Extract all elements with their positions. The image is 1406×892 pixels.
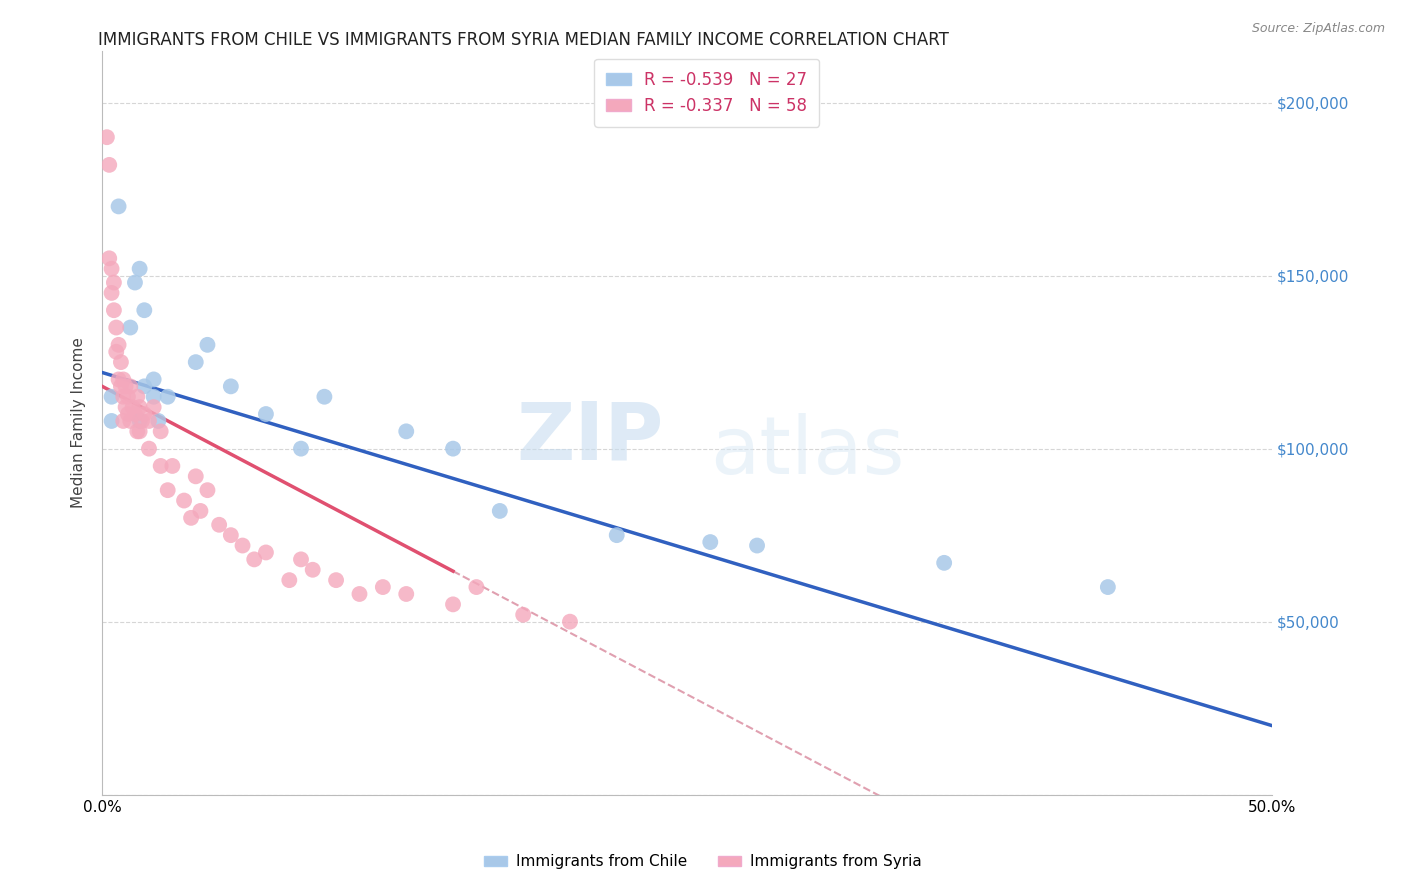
Point (128, 261, 150, 276)
Point (128, 425, 150, 439)
Point (184, 469, 207, 483)
Point (105, 344, 128, 359)
Point (142, 372, 165, 386)
Point (349, 587, 371, 601)
Point (117, 390, 139, 404)
Point (114, 379, 136, 393)
Point (290, 442, 312, 456)
Point (134, 303, 156, 318)
Point (117, 407, 139, 421)
Point (301, 563, 323, 577)
Point (103, 276, 125, 290)
Point (314, 390, 336, 404)
Point (197, 483, 219, 498)
Y-axis label: Median Family Income: Median Family Income (72, 337, 86, 508)
Point (465, 580, 488, 594)
Point (124, 276, 146, 290)
Point (180, 511, 202, 525)
Point (127, 425, 149, 439)
Point (120, 414, 142, 428)
Point (208, 517, 231, 532)
Point (131, 414, 153, 428)
Point (142, 400, 165, 414)
Point (156, 390, 179, 404)
Point (114, 400, 136, 414)
Point (606, 528, 628, 542)
Point (112, 414, 135, 428)
Point (107, 372, 129, 386)
Point (558, 615, 581, 629)
Point (120, 379, 142, 393)
Text: atlas: atlas (710, 414, 904, 491)
Point (120, 320, 142, 334)
Point (149, 425, 172, 439)
Point (100, 285, 122, 300)
Point (441, 598, 464, 612)
Point (441, 442, 464, 456)
Point (100, 414, 122, 428)
Point (138, 442, 160, 456)
Point (699, 535, 721, 549)
Point (112, 372, 135, 386)
Point (100, 390, 122, 404)
Text: Source: ZipAtlas.com: Source: ZipAtlas.com (1251, 22, 1385, 36)
Point (184, 355, 207, 369)
Point (107, 199, 129, 213)
Point (371, 580, 394, 594)
Point (124, 407, 146, 421)
Point (121, 400, 143, 414)
Point (325, 573, 347, 587)
Point (134, 407, 156, 421)
Point (128, 400, 150, 414)
Text: ZIP: ZIP (516, 399, 664, 476)
Point (395, 425, 418, 439)
Point (173, 493, 195, 508)
Point (110, 379, 132, 393)
Point (745, 539, 768, 553)
Point (162, 458, 184, 473)
Point (138, 414, 160, 428)
Point (149, 458, 172, 473)
Point (148, 414, 170, 428)
Point (98, 252, 121, 266)
Point (98, 158, 121, 172)
Point (197, 338, 219, 352)
Point (110, 355, 132, 369)
Point (1097, 580, 1119, 594)
Point (395, 587, 418, 601)
Point (190, 504, 212, 518)
Point (105, 320, 128, 334)
Legend: Immigrants from Chile, Immigrants from Syria: Immigrants from Chile, Immigrants from S… (478, 848, 928, 875)
Point (96, 130, 118, 145)
Point (134, 379, 156, 393)
Point (934, 556, 956, 570)
Point (219, 528, 242, 542)
Point (488, 504, 510, 518)
Point (243, 552, 266, 566)
Point (107, 338, 129, 352)
Point (156, 483, 179, 498)
Point (142, 390, 165, 404)
Point (103, 303, 125, 318)
Point (127, 390, 149, 404)
Point (254, 407, 277, 421)
Point (219, 379, 242, 393)
Point (100, 261, 122, 276)
Point (512, 607, 534, 622)
Point (254, 545, 277, 559)
Legend: R = -0.539   N = 27, R = -0.337   N = 58: R = -0.539 N = 27, R = -0.337 N = 58 (595, 59, 818, 127)
Point (290, 552, 312, 566)
Point (278, 573, 301, 587)
Point (128, 414, 150, 428)
Text: IMMIGRANTS FROM CHILE VS IMMIGRANTS FROM SYRIA MEDIAN FAMILY INCOME CORRELATION : IMMIGRANTS FROM CHILE VS IMMIGRANTS FROM… (98, 31, 949, 49)
Point (112, 390, 135, 404)
Point (232, 539, 254, 553)
